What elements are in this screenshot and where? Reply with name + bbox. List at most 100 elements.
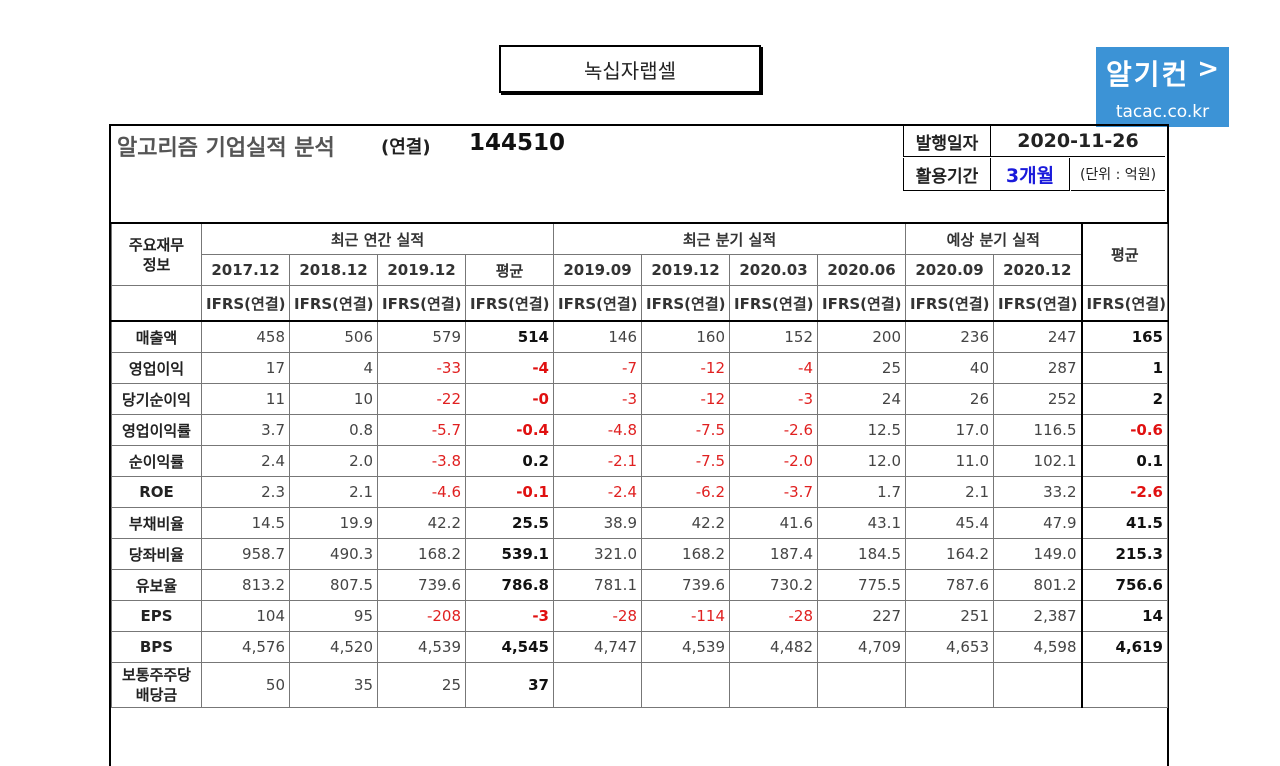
row-label: 매출액 xyxy=(111,320,202,353)
issue-date: 2020-11-26 xyxy=(991,126,1165,157)
badge-logo: 알기컨 xyxy=(1106,58,1190,91)
ifrs-label: IFRS(연결) xyxy=(553,285,642,322)
company-name: 녹십자랩셀 xyxy=(584,58,676,83)
ifrs-label: IFRS(연결) xyxy=(905,285,994,322)
quarter-value: -7 xyxy=(553,352,642,384)
quarter-value: -3.7 xyxy=(729,476,818,508)
annual-value: -33 xyxy=(377,352,466,384)
annual-avg-value: 786.8 xyxy=(465,569,554,601)
quarter-value: -28 xyxy=(553,600,642,632)
quarter-value xyxy=(641,662,730,708)
annual-avg-value: 25.5 xyxy=(465,507,554,539)
avg-value: 41.5 xyxy=(1080,507,1168,539)
annual-avg-value: -3 xyxy=(465,600,554,632)
forecast-value: 4,653 xyxy=(905,631,994,663)
annual-avg-value: -0.4 xyxy=(465,414,554,446)
period-header: 2020.12 xyxy=(993,254,1082,286)
quarter-value: 43.1 xyxy=(817,507,906,539)
annual-value: 4,520 xyxy=(289,631,378,663)
group-annual: 최근 연간 실적 xyxy=(201,222,554,255)
quarter-value: -3 xyxy=(729,383,818,415)
quarter-value xyxy=(729,662,818,708)
forecast-value: 116.5 xyxy=(993,414,1082,446)
annual-value: -5.7 xyxy=(377,414,466,446)
avg-value: 0.1 xyxy=(1080,445,1168,477)
quarter-value: -6.2 xyxy=(641,476,730,508)
annual-value: 42.2 xyxy=(377,507,466,539)
quarter-value: 42.2 xyxy=(641,507,730,539)
table-row: 영업이익률 3.7 0.8 -5.7 -0.4 -4.8 -7.5 -2.6 12.5 17.0 1… xyxy=(111,414,1168,446)
ifrs-label: IFRS(연결) xyxy=(201,285,290,322)
forecast-value: 2.1 xyxy=(905,476,994,508)
table-row: 유보율 813.2 807.5 739.6 786.8 781.1 739.6 730.2 77… xyxy=(111,569,1168,601)
quarter-value: -2.0 xyxy=(729,445,818,477)
annual-value: 95 xyxy=(289,600,378,632)
row-label: 유보율 xyxy=(111,569,202,601)
annual-value: 19.9 xyxy=(289,507,378,539)
badge-url: tacac.co.kr xyxy=(1115,102,1210,122)
table-row: 당기순이익 11 10 -22 -0 -3 -12 -3 24 26 252 2 xyxy=(111,383,1168,415)
table-row: ROE 2.3 2.1 -4.6 -0.1 -2.4 -6.2 -3.7 1.7 2.1 33.2-… xyxy=(111,476,1168,508)
group-quarter: 최근 분기 실적 xyxy=(553,222,906,255)
quarter-value: 184.5 xyxy=(817,538,906,570)
annual-value: 17 xyxy=(201,352,290,384)
forecast-value: 787.6 xyxy=(905,569,994,601)
quarter-value: 781.1 xyxy=(553,569,642,601)
quarter-value: 4,709 xyxy=(817,631,906,663)
ifrs-label: IFRS(연결) xyxy=(1080,285,1168,322)
annual-value: 4,576 xyxy=(201,631,290,663)
group-forecast: 예상 분기 실적 xyxy=(905,222,1082,255)
avg-value: 165 xyxy=(1080,320,1168,353)
annual-value: 2.1 xyxy=(289,476,378,508)
annual-avg-value: 4,545 xyxy=(465,631,554,663)
avg-value: 756.6 xyxy=(1080,569,1168,601)
quarter-value: -2.4 xyxy=(553,476,642,508)
table-row: 매출액 458 506 579 514 146 160 152 200 236 247 165 xyxy=(111,320,1168,353)
forecast-value: 236 xyxy=(905,320,994,353)
row-label: EPS xyxy=(111,600,202,632)
row-label: 당기순이익 xyxy=(111,383,202,415)
table-row: 보통주주당 배당금 50 35 25 37 xyxy=(111,662,1168,708)
period-header: 2020.03 xyxy=(729,254,818,286)
period-header: 2020.09 xyxy=(905,254,994,286)
period-header: 2018.12 xyxy=(289,254,378,286)
annual-value: 739.6 xyxy=(377,569,466,601)
annual-value: 25 xyxy=(377,662,466,708)
annual-avg-value: 514 xyxy=(465,320,554,353)
quarter-value: 25 xyxy=(817,352,906,384)
annual-value: 490.3 xyxy=(289,538,378,570)
table-row: 순이익률 2.4 2.0 -3.8 0.2 -2.1 -7.5 -2.0 12.0 11.0 102… xyxy=(111,445,1168,477)
annual-value: 35 xyxy=(289,662,378,708)
algikon-badge[interactable]: 알기컨 > tacac.co.kr xyxy=(1096,47,1229,127)
quarter-value xyxy=(817,662,906,708)
avg-value: -0.6 xyxy=(1080,414,1168,446)
annual-value: 0.8 xyxy=(289,414,378,446)
quarter-value: 24 xyxy=(817,383,906,415)
avg-value: 2 xyxy=(1080,383,1168,415)
forecast-value: 149.0 xyxy=(993,538,1082,570)
annual-value: 14.5 xyxy=(201,507,290,539)
company-name-box: 녹십자랩셀 xyxy=(499,45,761,93)
report-title: 알고리즘 기업실적 분석 xyxy=(117,136,335,161)
annual-value: 104 xyxy=(201,600,290,632)
forecast-value: 164.2 xyxy=(905,538,994,570)
row-header: 주요재무 정보 xyxy=(111,222,202,286)
row-label: 순이익률 xyxy=(111,445,202,477)
table-row: BPS 4,576 4,520 4,539 4,545 4,747 4,539 4,482 4,… xyxy=(111,631,1168,663)
avg-value xyxy=(1080,662,1168,708)
ifrs-label: IFRS(연결) xyxy=(993,285,1082,322)
annual-avg-header: 평균 xyxy=(465,254,554,286)
issue-date-label: 발행일자 xyxy=(903,126,991,157)
quarter-value: -12 xyxy=(641,352,730,384)
ifrs-label: IFRS(연결) xyxy=(377,285,466,322)
annual-avg-value: 0.2 xyxy=(465,445,554,477)
table-row: EPS 104 95 -208 -3 -28 -114 -28 227 251 2,387 14 xyxy=(111,600,1168,632)
annual-value: 958.7 xyxy=(201,538,290,570)
forecast-value: 4,598 xyxy=(993,631,1082,663)
annual-value: 807.5 xyxy=(289,569,378,601)
period-header: 2019.12 xyxy=(641,254,730,286)
quarter-value: 168.2 xyxy=(641,538,730,570)
quarter-value: -28 xyxy=(729,600,818,632)
quarter-value: 4,539 xyxy=(641,631,730,663)
unit-label: (단위 : 억원) xyxy=(1071,158,1165,191)
